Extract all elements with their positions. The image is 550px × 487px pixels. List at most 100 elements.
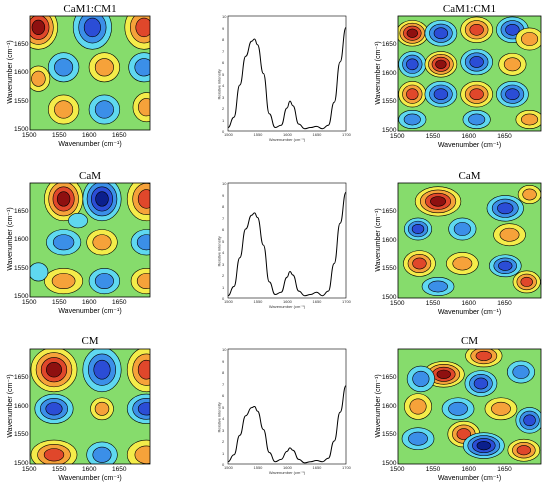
x-tick-label: 1600: [82, 466, 97, 473]
y-axis-label: Relative intensity: [216, 68, 222, 99]
contour-level: [476, 441, 491, 451]
y-tick-label: 1650: [382, 207, 397, 215]
x-tick-label: 1550: [52, 299, 67, 306]
contour-level: [499, 227, 520, 242]
x-tick-label: 1550: [52, 466, 67, 473]
contour-level: [30, 262, 49, 282]
contour-level: [409, 398, 427, 415]
contour-level: [522, 188, 537, 201]
x-tick-label: 1700: [342, 132, 351, 137]
contour-level: [137, 359, 150, 380]
contour-level: [94, 100, 114, 119]
contour-level: [93, 359, 111, 380]
x-tick-label: 1500: [224, 465, 233, 470]
y-tick-label: 8: [222, 370, 225, 375]
contour-level: [435, 59, 447, 69]
panel-title: CM: [81, 335, 99, 347]
x-tick-label: 1550: [253, 299, 263, 304]
panel-title: CM: [460, 335, 479, 347]
x-axis-label: Wavenumber (cm⁻¹): [437, 142, 502, 149]
x-tick-label: 1600: [283, 299, 292, 304]
x-tick-label: 1500: [390, 466, 405, 473]
x-tick-label: 1600: [82, 132, 97, 139]
heatmap-plot: [29, 15, 151, 131]
contour-level: [468, 113, 486, 126]
contour-level: [505, 23, 520, 36]
contour-level: [406, 58, 419, 71]
contour-level: [428, 280, 448, 293]
y-tick-label: 3: [222, 94, 225, 100]
contour-level: [491, 401, 511, 416]
x-tick-label: 1650: [497, 300, 512, 307]
heatmap-plot: [397, 182, 542, 299]
y-tick-label: 4: [222, 83, 225, 88]
y-tick-label: 1500: [382, 127, 397, 134]
contour-level: [469, 56, 484, 68]
y-tick-label: 6: [222, 227, 225, 232]
contour-level: [45, 402, 63, 416]
x-tick-label: 1500: [224, 132, 233, 137]
contour-level: [469, 88, 484, 101]
contour-level: [94, 273, 114, 290]
contour-level: [512, 365, 530, 379]
x-tick-label: 1650: [497, 466, 512, 473]
x-tick-label: 1700: [342, 299, 351, 304]
y-tick-label: 10: [222, 347, 227, 352]
y-tick-label: 3: [222, 427, 225, 433]
contour-level: [498, 260, 513, 271]
y-tick-label: 1650: [14, 373, 29, 381]
contour-level: [31, 70, 46, 87]
heatmap-plot: [29, 348, 151, 465]
contour-level: [43, 448, 65, 462]
contour-level: [137, 189, 150, 209]
y-tick-label: 4: [222, 250, 225, 255]
y-tick-label: 5: [222, 404, 225, 410]
contour-level: [505, 88, 520, 101]
x-tick-label: 1600: [82, 299, 97, 306]
x-axis-label: Wavenumber (cm⁻¹): [58, 475, 122, 482]
x-tick-label: 1650: [112, 466, 127, 473]
y-tick-label: 2: [222, 106, 225, 111]
y-tick-label: 9: [222, 25, 225, 31]
y-tick-label: 1500: [382, 460, 397, 467]
x-tick-label: 1500: [22, 299, 37, 306]
y-tick-label: 1550: [382, 98, 397, 106]
x-tick-label: 1650: [312, 299, 322, 304]
x-tick-label: 1550: [425, 133, 441, 140]
y-tick-label: 1550: [14, 264, 29, 272]
x-tick-label: 1650: [112, 132, 127, 139]
x-tick-label: 1500: [22, 466, 37, 473]
y-tick-label: 10: [222, 14, 227, 19]
y-tick-label: 1650: [382, 40, 397, 48]
contour-level: [448, 401, 468, 416]
y-tick-label: 1600: [14, 69, 29, 76]
x-tick-label: 1600: [461, 133, 476, 140]
contour-level: [134, 445, 150, 464]
x-axis-label: Wavenumber (cm⁻¹): [268, 470, 306, 475]
x-axis-label: Wavenumber (cm⁻¹): [437, 475, 502, 482]
y-tick-label: 1: [222, 284, 225, 290]
contour-level: [94, 401, 110, 416]
y-axis-label: Wavenumber (cm⁻¹): [375, 373, 382, 438]
y-axis-label: Wavenumber (cm⁻¹): [7, 207, 14, 271]
x-tick-label: 1600: [461, 300, 476, 307]
contour-level: [430, 196, 446, 207]
contour-level: [411, 223, 425, 235]
contour-level: [433, 27, 449, 40]
y-tick-label: 10: [222, 181, 227, 186]
contour-level: [134, 58, 150, 77]
x-tick-label: 1500: [22, 132, 37, 139]
contour-level: [475, 350, 492, 361]
y-tick-label: 4: [222, 416, 225, 421]
y-tick-label: 1550: [382, 265, 397, 273]
spectrum-line: [227, 385, 347, 464]
contour-level: [406, 88, 419, 101]
y-tick-label: 7: [222, 381, 225, 387]
contour-level: [469, 23, 484, 36]
y-tick-label: 2: [222, 273, 225, 278]
y-tick-label: 1600: [382, 236, 397, 244]
contour-level: [452, 256, 473, 271]
y-tick-label: 1500: [14, 460, 29, 467]
y-tick-label: 1650: [14, 40, 29, 48]
y-tick-label: 1650: [14, 207, 29, 215]
